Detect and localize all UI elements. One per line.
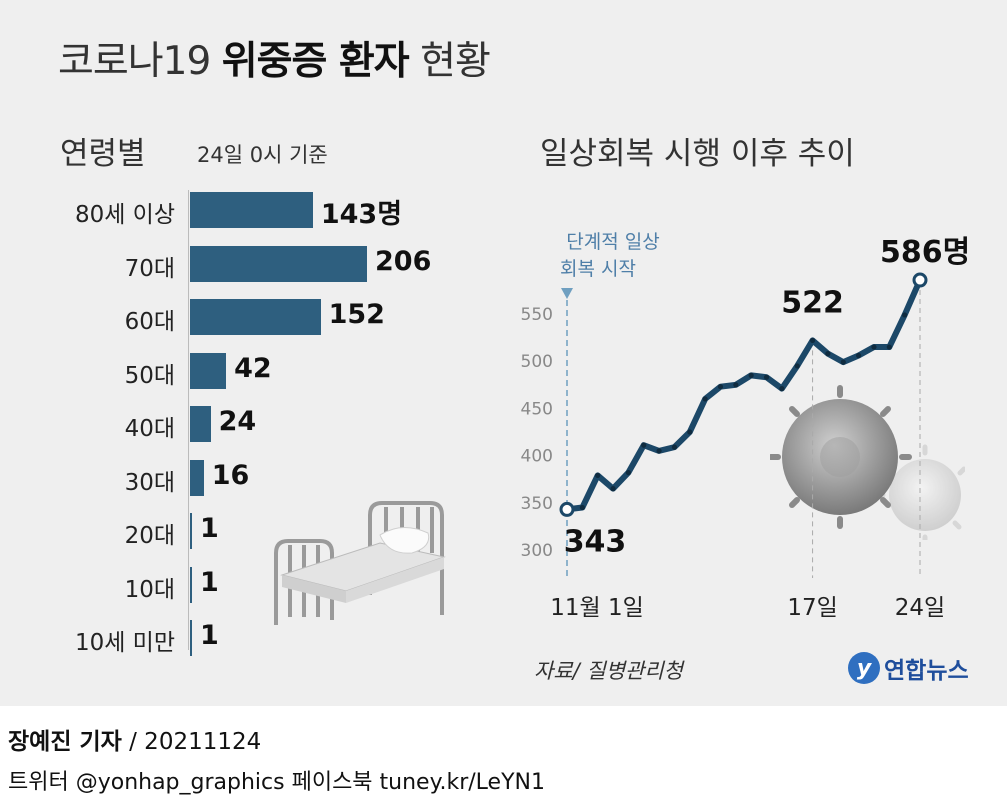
- bar: [190, 566, 192, 603]
- bar-value-label: 1: [200, 513, 219, 544]
- bar: [190, 352, 227, 389]
- bar: [190, 459, 204, 496]
- x-tick-label: 11월 1일: [550, 595, 644, 621]
- data-point: [687, 429, 693, 435]
- data-point: [794, 363, 800, 369]
- bar-category-label: 60대: [124, 309, 175, 335]
- endpoint-marker: [559, 501, 575, 517]
- bar-category-label: 10세 미만: [74, 630, 175, 656]
- data-point: [809, 337, 816, 344]
- data-point: [641, 442, 647, 448]
- bar: [190, 513, 192, 549]
- bar-value-label: 206: [375, 245, 432, 277]
- series-line: [566, 278, 923, 513]
- yonhap-logo-text: 연합뉴스: [884, 658, 969, 684]
- bar-category-label: 30대: [124, 469, 175, 496]
- data-point: [717, 384, 724, 390]
- data-point: [825, 351, 831, 357]
- bar-value-label: 1: [200, 620, 219, 651]
- y-tick-label: 350: [521, 494, 553, 514]
- virus-illustration: [770, 385, 965, 540]
- age-chart-basis: 24일 0시 기준: [197, 143, 328, 167]
- bar-category-label: 40대: [124, 416, 175, 442]
- data-point: [779, 385, 785, 392]
- y-tick-label: 500: [521, 352, 553, 372]
- yonhap-logo: y 연합뉴스: [848, 651, 969, 685]
- hospital-bed-illustration: [274, 501, 446, 625]
- bar-axis-line: [188, 190, 189, 650]
- y-tick-label: 300: [521, 541, 553, 561]
- source-credit: 자료/ 질병관리청: [534, 659, 683, 683]
- y-tick-label: 450: [521, 399, 553, 419]
- trend-chart-subtitle: 일상회복 시행 이후 추이: [540, 136, 855, 172]
- age-chart-subtitle: 연령별: [60, 136, 146, 172]
- start-annotation-line2: 회복 시작: [560, 258, 636, 280]
- data-point: [625, 469, 631, 476]
- data-point: [871, 344, 877, 350]
- bar: [190, 299, 321, 335]
- bar: [190, 620, 192, 656]
- infographic-panel: [0, 0, 1007, 706]
- bar: [190, 406, 211, 442]
- social-links: 트위터 @yonhap_graphics 페이스북 tuney.kr/LeYN1: [8, 770, 545, 795]
- data-point: [886, 344, 892, 350]
- data-point: [840, 359, 846, 365]
- data-point: [763, 374, 770, 380]
- data-point: [671, 444, 678, 450]
- page-title: 코로나19 위중증 환자 현황: [58, 30, 491, 86]
- start-marker-arrow: [561, 288, 573, 299]
- bar-value-label: 16: [211, 459, 250, 491]
- data-point: [595, 472, 601, 479]
- title-bold: 위중증 환자: [221, 39, 410, 84]
- point-value-label: 586명: [880, 235, 970, 270]
- bar-category-label: 50대: [124, 362, 175, 389]
- reporter-credit: 장예진 기자 / 20211124: [8, 722, 261, 756]
- yonhap-logo-icon: y: [848, 652, 880, 684]
- bar-category-label: 10대: [124, 576, 175, 603]
- bar: [190, 192, 313, 228]
- reporter-date: / 20211124: [129, 729, 262, 755]
- point-value-label: 522: [781, 285, 844, 320]
- data-point: [579, 504, 585, 511]
- bar-category-label: 70대: [124, 255, 175, 282]
- bar-value-label: 143명: [320, 199, 403, 230]
- reporter-name: 장예진 기자: [8, 729, 122, 755]
- title-suffix: 현황: [420, 39, 491, 84]
- data-point: [748, 372, 754, 378]
- bar-value-label: 1: [200, 566, 219, 598]
- bar-category-label: 20대: [124, 523, 175, 549]
- start-annotation-line1: 단계적 일상: [566, 231, 659, 253]
- y-tick-label: 400: [521, 447, 553, 467]
- bar-value-label: 42: [234, 352, 272, 384]
- data-point: [656, 448, 662, 454]
- title-prefix: 코로나19: [58, 39, 211, 84]
- data-point: [702, 396, 708, 402]
- bar-value-label: 24: [218, 406, 257, 437]
- bar: [190, 245, 367, 282]
- bar-category-label: 80세 이상: [74, 202, 175, 228]
- trend-line-chart: 300 350 400 450 500 550 11월 1일 17일 24일 단계적 일상회복 시…: [521, 231, 971, 621]
- endpoint-marker: [912, 272, 928, 288]
- point-value-label: 343: [564, 524, 627, 559]
- data-point: [733, 382, 739, 388]
- x-tick-label: 17일: [787, 595, 837, 621]
- data-point: [610, 486, 616, 492]
- bar-value-label: 152: [328, 299, 385, 330]
- y-tick-label: 550: [521, 305, 553, 325]
- x-tick-label: 24일: [895, 595, 945, 621]
- data-point: [856, 352, 862, 359]
- data-point: [902, 312, 908, 318]
